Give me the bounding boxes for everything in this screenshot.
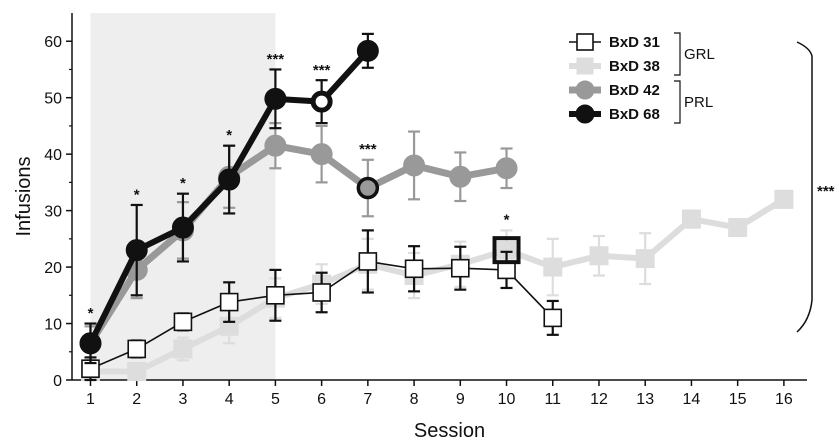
highlight-point-outlined bbox=[356, 176, 380, 200]
data-point bbox=[219, 292, 239, 312]
data-point bbox=[173, 339, 193, 359]
y-tick-label: 0 bbox=[53, 373, 62, 390]
y-tick-label: 20 bbox=[44, 260, 62, 277]
x-tick-label: 3 bbox=[178, 391, 187, 408]
data-point bbox=[125, 239, 148, 262]
data-point bbox=[264, 87, 287, 110]
legend: BxD 31 BxD 38 BxD 42 BxD 68 GRL PRL bbox=[569, 32, 715, 124]
x-tick-label: 12 bbox=[590, 391, 608, 408]
significance-marker: * bbox=[226, 127, 232, 144]
data-point bbox=[127, 362, 147, 382]
data-point bbox=[728, 218, 748, 238]
x-tick-label: 14 bbox=[683, 391, 701, 408]
overall-significance: *** bbox=[817, 183, 835, 200]
data-point bbox=[171, 216, 194, 239]
data-point bbox=[403, 154, 426, 177]
significance-marker: * bbox=[134, 186, 140, 203]
significance-marker: * bbox=[88, 305, 94, 322]
x-tick-label: 10 bbox=[498, 391, 516, 408]
series-line bbox=[90, 196, 786, 375]
highlight-point-inner bbox=[315, 95, 328, 108]
data-point bbox=[173, 312, 193, 332]
data-point bbox=[356, 39, 379, 62]
legend-marker bbox=[575, 104, 595, 124]
data-point bbox=[774, 189, 794, 209]
significance-marker: * bbox=[504, 212, 510, 229]
significance-marker: *** bbox=[359, 141, 377, 158]
x-tick-label: 4 bbox=[225, 391, 234, 408]
group-label: GRL bbox=[684, 46, 715, 63]
group-bracket bbox=[674, 80, 681, 124]
y-tick-label: 60 bbox=[44, 34, 62, 51]
legend-label: BxD 42 bbox=[609, 82, 660, 99]
x-tick-label: 15 bbox=[729, 391, 747, 408]
significance-marker: *** bbox=[267, 51, 285, 68]
data-point bbox=[264, 134, 287, 157]
data-point bbox=[543, 257, 563, 277]
data-point bbox=[358, 252, 378, 271]
y-tick-label: 40 bbox=[44, 147, 62, 164]
legend-label: BxD 38 bbox=[609, 58, 660, 75]
highlight-point-square bbox=[492, 236, 521, 265]
x-tick-label: 9 bbox=[456, 391, 465, 408]
data-point bbox=[127, 339, 147, 359]
data-point bbox=[404, 259, 424, 279]
data-point bbox=[495, 157, 518, 180]
y-tick-label: 10 bbox=[44, 317, 62, 334]
data-point bbox=[681, 209, 701, 229]
significance-marker: *** bbox=[313, 62, 331, 79]
overall-bracket bbox=[796, 41, 813, 333]
legend-label: BxD 68 bbox=[609, 106, 660, 123]
x-axis-title: Session bbox=[414, 420, 485, 440]
x-tick-label: 5 bbox=[271, 391, 280, 408]
data-point bbox=[218, 168, 241, 191]
x-tick-label: 13 bbox=[636, 391, 654, 408]
legend-label: BxD 31 bbox=[609, 34, 660, 51]
x-tick-label: 16 bbox=[775, 391, 793, 408]
x-tick-label: 8 bbox=[410, 391, 419, 408]
legend-marker bbox=[575, 80, 595, 100]
x-tick-label: 11 bbox=[544, 391, 561, 408]
data-point bbox=[310, 143, 333, 166]
x-tick-label: 1 bbox=[86, 391, 95, 408]
legend-marker bbox=[576, 57, 594, 75]
group-bracket bbox=[674, 32, 681, 76]
x-tick-label: 6 bbox=[317, 391, 326, 408]
data-point bbox=[451, 258, 470, 278]
data-point bbox=[79, 332, 102, 355]
group-label: PRL bbox=[684, 94, 713, 111]
data-point bbox=[589, 246, 609, 266]
y-axis-title: Infusions bbox=[13, 156, 35, 236]
data-point bbox=[312, 283, 331, 302]
data-point bbox=[543, 308, 563, 328]
data-point bbox=[635, 249, 655, 269]
y-tick-label: 30 bbox=[44, 204, 62, 221]
data-point bbox=[266, 286, 285, 305]
data-point bbox=[449, 165, 472, 188]
y-tick-label: 50 bbox=[44, 91, 62, 108]
x-tick-label: 7 bbox=[363, 391, 372, 408]
legend-marker bbox=[576, 33, 594, 51]
x-tick-label: 2 bbox=[132, 391, 141, 408]
series-line bbox=[87, 142, 508, 346]
significance-marker: * bbox=[180, 175, 186, 192]
